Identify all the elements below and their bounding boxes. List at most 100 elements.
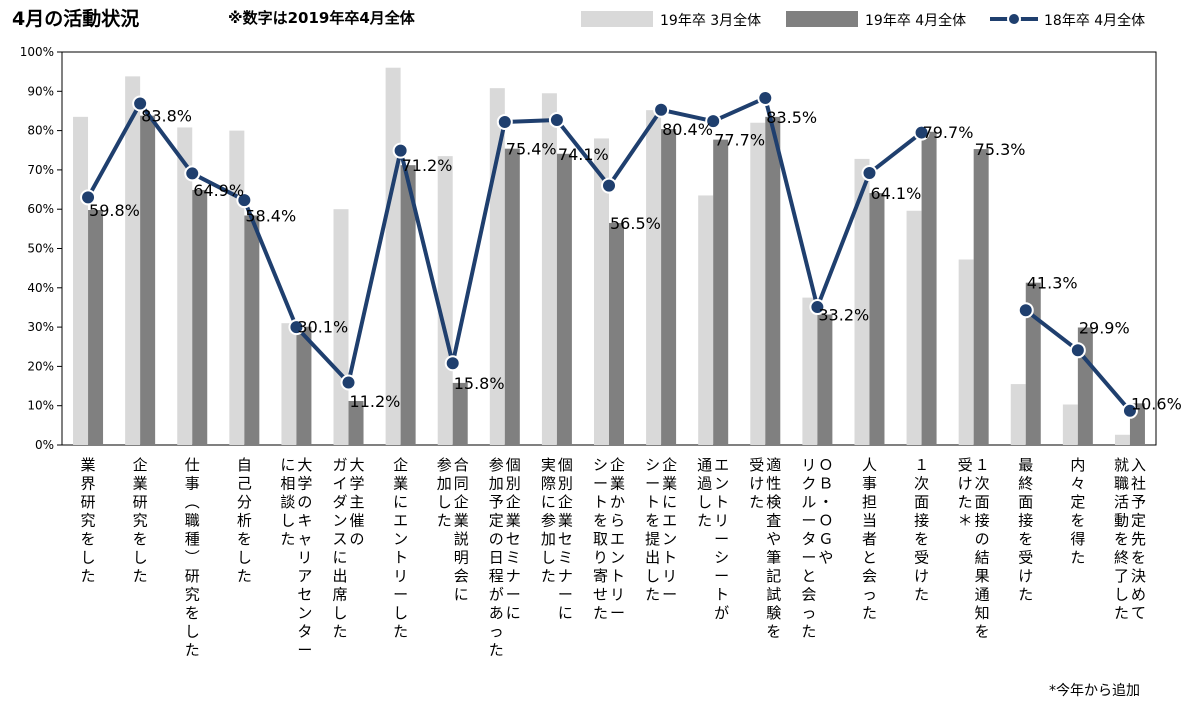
data-label: 64.9% [193, 181, 244, 200]
x-label-char: を [237, 530, 252, 548]
x-label-char: 企 [610, 456, 625, 474]
line-point-series-3 [132, 95, 149, 112]
x-label-char: ン [610, 549, 625, 567]
bar-series-1 [906, 210, 922, 445]
x-label-char: １ [975, 456, 990, 474]
x-label-char: や [766, 530, 781, 548]
bar-series-2 [296, 326, 312, 445]
bar-series-1 [73, 116, 89, 445]
line-point-series-3 [1121, 402, 1138, 419]
x-label-char: 受 [1018, 549, 1033, 567]
line-point-series-3 [184, 165, 201, 182]
x-label-char: シ [645, 456, 660, 474]
x-label-char: し [237, 549, 252, 567]
x-label-char: 最 [1018, 456, 1033, 474]
x-label-char: 事 [862, 475, 877, 493]
line-point-series-3 [236, 192, 253, 209]
x-label-char: ガ [333, 456, 348, 474]
x-axis-labels: 業界研究をした企業研究をした仕事︵職種︶研究をした自己分析をした大学のキャリアセ… [81, 456, 1146, 659]
data-label: 83.8% [141, 107, 192, 126]
x-label-char: を [133, 530, 148, 548]
x-label-char: Ｇ [818, 530, 833, 548]
bar-series-1 [541, 93, 557, 445]
x-label-char: し [541, 549, 556, 567]
data-label: 41.3% [1027, 274, 1078, 293]
bar-series-1 [594, 138, 609, 445]
line-point-series-3 [757, 89, 774, 106]
x-label-char: 次 [914, 475, 929, 493]
x-label-char: ︶ [185, 549, 200, 567]
legend-label-series-3: 18年卒 4月全体 [1044, 12, 1145, 29]
x-label-char: 担 [862, 493, 877, 511]
bar-series-2 [1025, 282, 1041, 445]
x-label-char: 席 [333, 586, 348, 604]
x-label-char: っ [489, 623, 504, 641]
bar-series-2 [765, 116, 781, 445]
x-label-char: ト [393, 549, 408, 567]
x-label-char: 社 [1131, 475, 1146, 493]
y-tick-label: 40% [27, 281, 54, 295]
x-label-char: 研 [133, 493, 148, 511]
x-label-char: シ [714, 549, 729, 567]
y-tick-label: 30% [27, 320, 54, 334]
x-label-char: に [662, 493, 677, 511]
x-label-char: 催 [350, 512, 365, 530]
x-label-char: 予 [1131, 493, 1146, 511]
x-label-char: 査 [766, 512, 781, 530]
y-tick-label: 0% [35, 438, 54, 452]
x-label-char: 了 [1114, 567, 1129, 585]
data-label: 11.2% [350, 392, 401, 411]
x-label-char: ー [801, 549, 816, 567]
data-label: 74.1% [558, 145, 609, 164]
x-label-char: セ [297, 586, 312, 604]
x-label-char: 接 [975, 512, 990, 530]
x-label-char: し [393, 604, 408, 622]
data-label: 56.5% [610, 214, 661, 233]
chart-subtitle: ※数字は2019年卒4月全体 [228, 9, 416, 27]
x-label-char: あ [489, 604, 504, 622]
x-label-char: 受 [749, 456, 764, 474]
x-label-char: ー [506, 586, 521, 604]
x-label-char: 参 [437, 456, 452, 474]
x-label-char: リ [393, 567, 408, 585]
x-label-char: 事 [185, 475, 200, 493]
x-label-char: を [766, 623, 781, 641]
x-label-char: Ｏ [818, 456, 833, 474]
x-label-char: ト [662, 549, 677, 567]
x-label-char: 者 [862, 530, 877, 548]
x-label-char: た [437, 512, 452, 530]
bar-series-2 [556, 153, 572, 446]
x-label-char: 次 [975, 475, 990, 493]
x-label-char: シ [593, 456, 608, 474]
x-label-char: 定 [1131, 512, 1146, 530]
x-label-char: か [610, 493, 625, 511]
x-label-char: を [185, 604, 200, 622]
x-label-char: ら [610, 512, 625, 530]
x-label-char: ナ [506, 567, 521, 585]
x-label-char: 接 [914, 512, 929, 530]
bar-series-1 [281, 323, 297, 445]
x-label-char: に [280, 456, 295, 474]
line-point-series-3 [288, 319, 305, 336]
bar-series-1 [854, 158, 870, 445]
x-label-char: た [185, 641, 200, 659]
x-label-char: た [237, 567, 252, 585]
bar-series-2 [192, 189, 208, 445]
x-label-char: エ [610, 530, 625, 548]
data-label: 83.5% [766, 108, 817, 127]
x-label-char: リ [610, 586, 625, 604]
bar-series-2 [713, 139, 729, 445]
series-3-line [80, 89, 1138, 419]
x-label-char: 通 [975, 586, 990, 604]
x-label-char: 験 [766, 604, 781, 622]
x-label-char: ー [714, 530, 729, 548]
x-label-char: ア [297, 567, 312, 585]
x-label-char: て [1131, 604, 1146, 622]
y-tick-label: 20% [27, 359, 54, 373]
x-label-char: ー [714, 567, 729, 585]
x-label-char: 職 [185, 512, 200, 530]
